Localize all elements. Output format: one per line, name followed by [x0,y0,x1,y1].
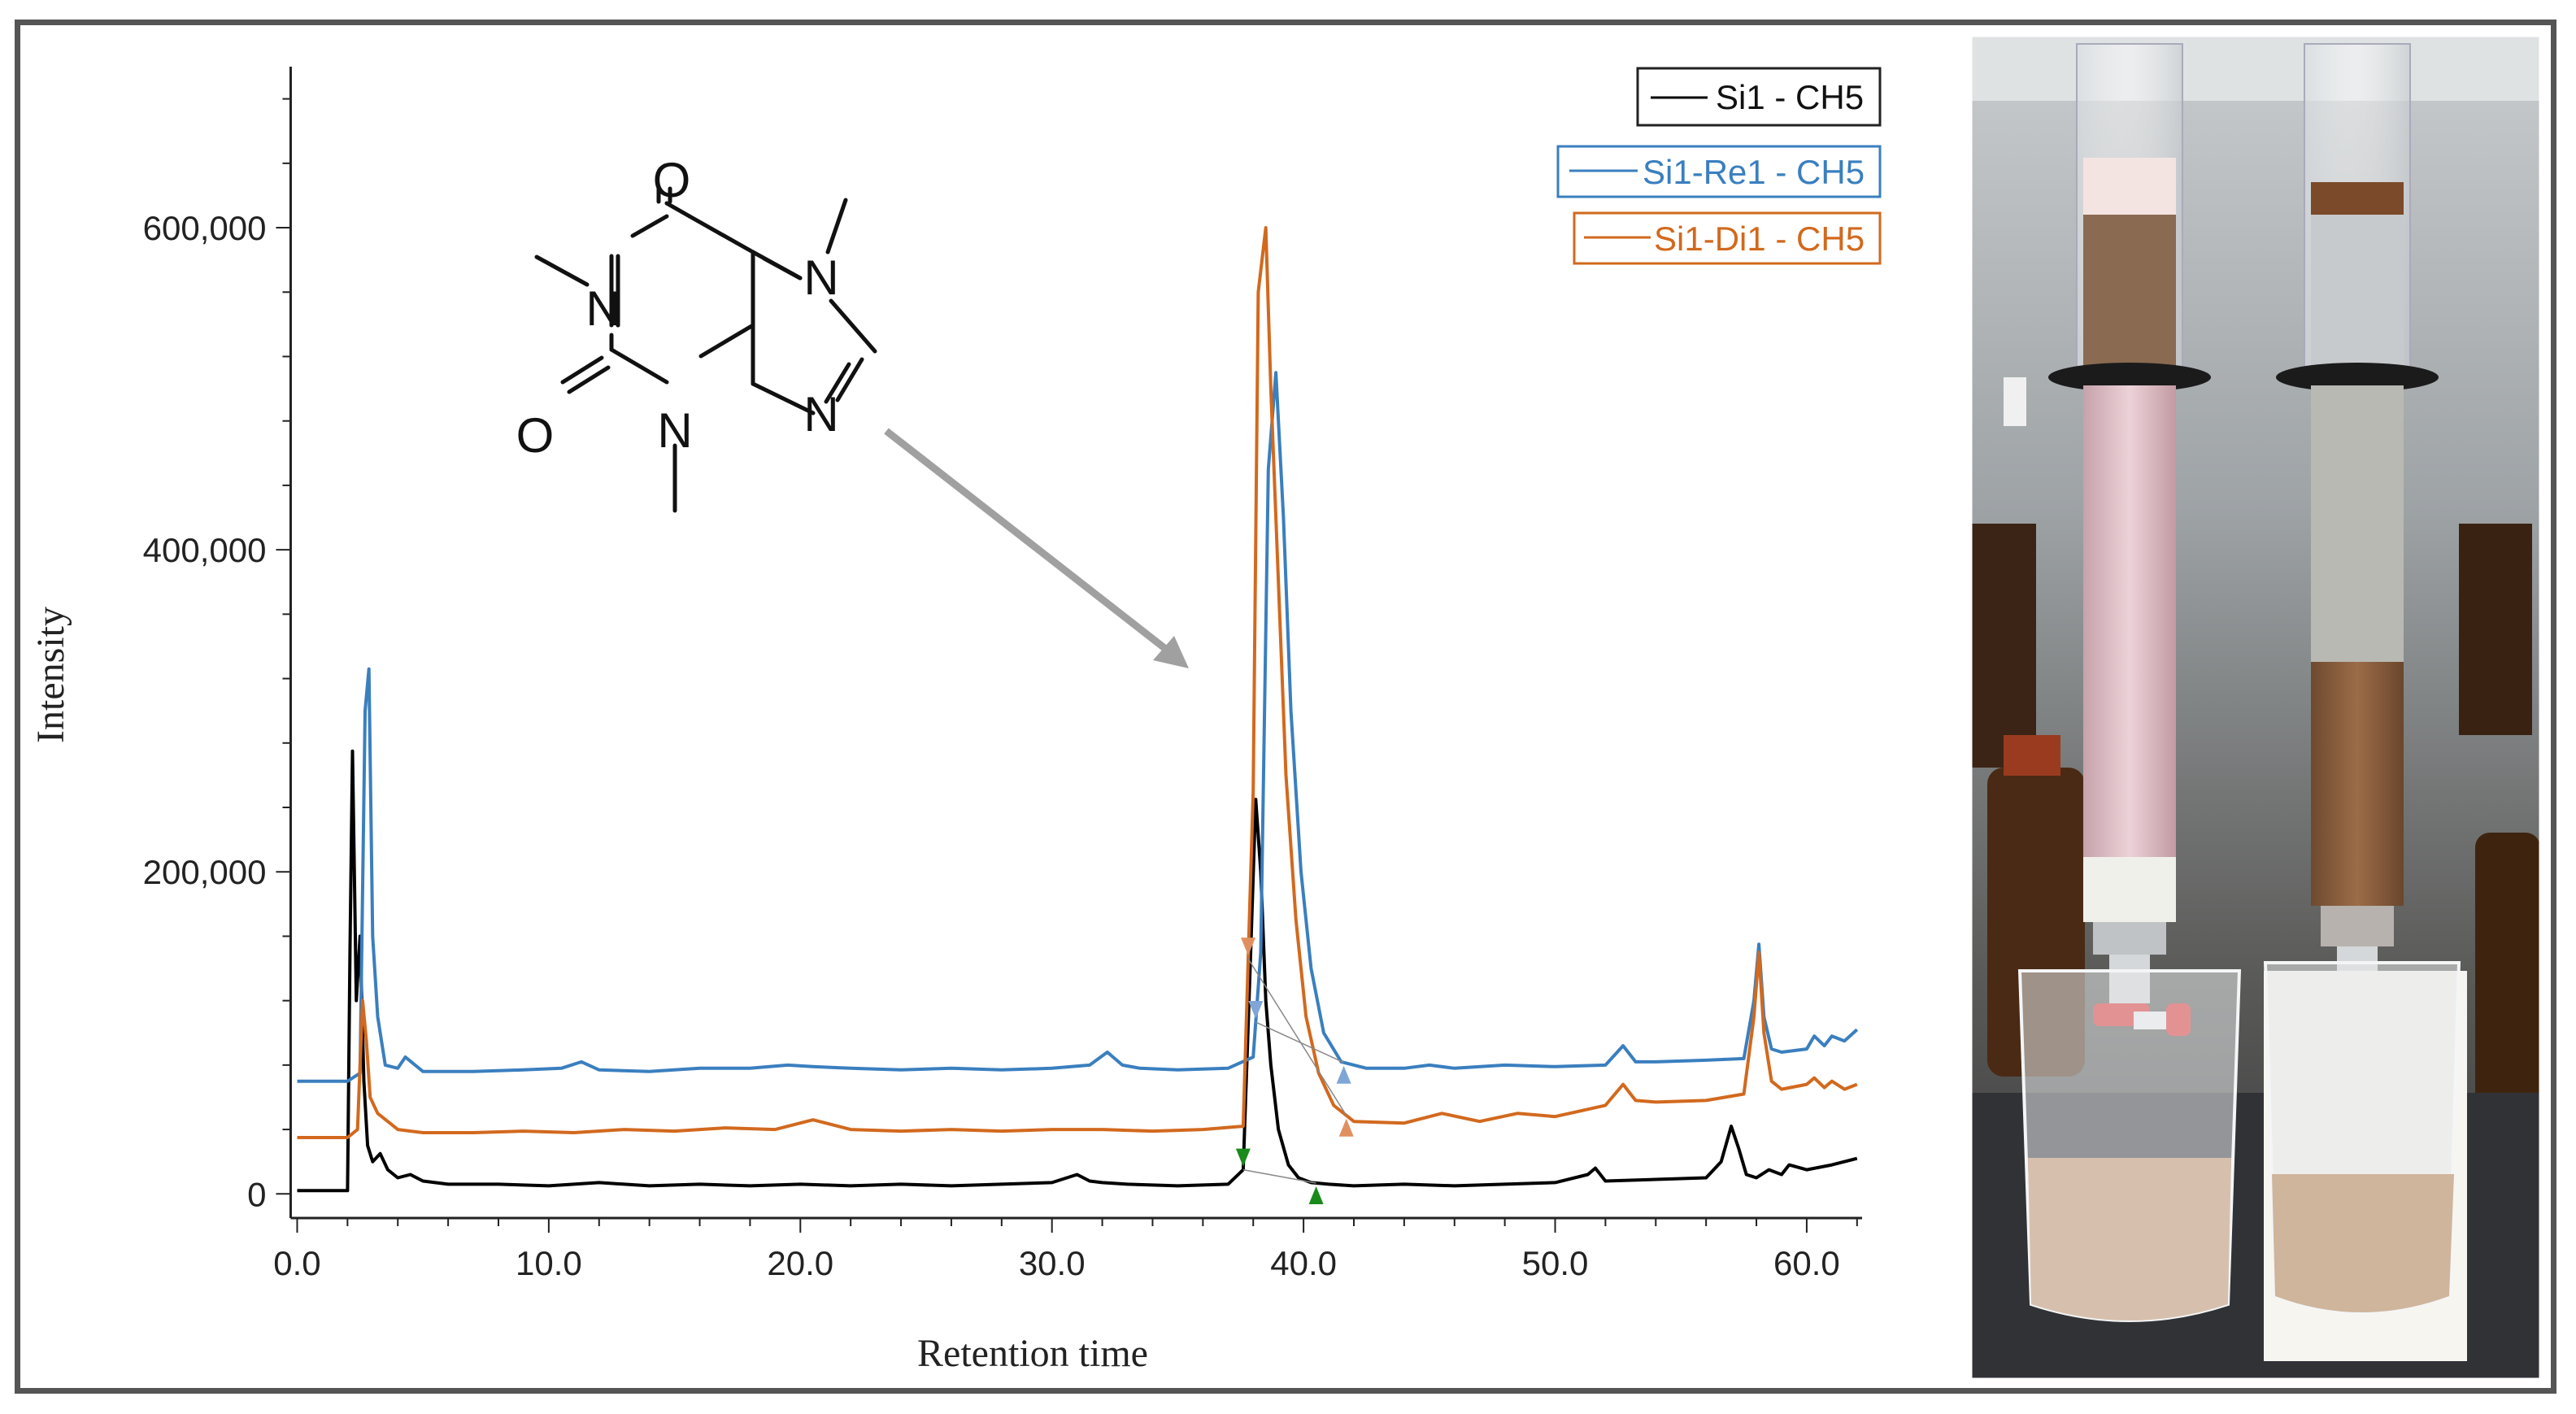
legend-label: Si1 - CH5 [1716,78,1864,116]
chart-legend: Si1 - CH5 Si1-Re1 - CH5 Si1-Di1 - CH5 [1556,67,1882,265]
x-tick-label: 0.0 [273,1244,320,1282]
left-column [2048,43,2211,1036]
y-tick-label: 600,000 [143,209,267,247]
atom-n7: N [803,250,838,305]
legend-item-si1-re1: Si1-Re1 - CH5 [1556,145,1882,198]
legend-label: Si1-Di1 - CH5 [1654,220,1865,258]
right-beaker [2263,961,2467,1361]
y-axis-label: Intensity [29,607,72,743]
caffeine-structure-annotation [534,186,877,513]
x-tick-label: 20.0 [767,1244,833,1282]
x-tick-label: 40.0 [1270,1244,1337,1282]
integration-end-marker-icon [1336,1065,1351,1084]
y-tick-label: 200,000 [143,853,267,891]
legend-item-si1: Si1 - CH5 [1636,67,1882,127]
x-axis-label: Retention time [917,1332,1148,1375]
annotation-arrow [884,428,1189,668]
series-line-2 [297,226,1858,1139]
legend-label: Si1-Re1 - CH5 [1643,153,1865,191]
atom-n1: N [585,281,620,336]
integration-baseline [1247,958,1347,1116]
integration-start-marker-icon [1248,1001,1264,1020]
integration-end-marker-icon [1308,1186,1324,1204]
series-layer [297,226,1859,1193]
x-tick-label: 60.0 [1773,1244,1840,1282]
arrow-head-icon [1153,636,1189,668]
atom-o-left: O [516,408,555,463]
axes: 0 200,000 400,000 600,000 0.0 10.0 20.0 30.0 40.… [143,67,1862,1282]
legend-item-si1-di1: Si1-Di1 - CH5 [1573,211,1882,265]
integration-markers [1235,938,1354,1204]
integration-start-marker-icon [1235,1148,1251,1167]
atom-o-top: O [653,153,691,207]
photo-chromatography-columns [1971,36,2540,1379]
y-tick-label: 400,000 [143,531,267,569]
y-tick-label: 0 [247,1175,266,1213]
atom-n3: N [657,403,692,458]
chromatogram-chart: 0 200,000 400,000 600,000 0.0 10.0 20.0 30.0 40.… [29,67,1882,1375]
integration-baseline [1255,1021,1344,1064]
right-column [2276,43,2439,1024]
series-line-0 [297,749,1858,1193]
integration-start-marker-icon [1241,938,1256,956]
series-line-1 [297,371,1859,1083]
x-tick-label: 30.0 [1019,1244,1086,1282]
atom-n9: N [803,387,838,442]
integration-baseline [1242,1168,1316,1184]
integration-end-marker-icon [1338,1118,1354,1137]
x-tick-label: 50.0 [1522,1244,1589,1282]
left-beaker [2017,969,2242,1322]
x-tick-label: 10.0 [516,1244,582,1282]
caffeine-atom-labels: O N N N N O [516,153,839,463]
